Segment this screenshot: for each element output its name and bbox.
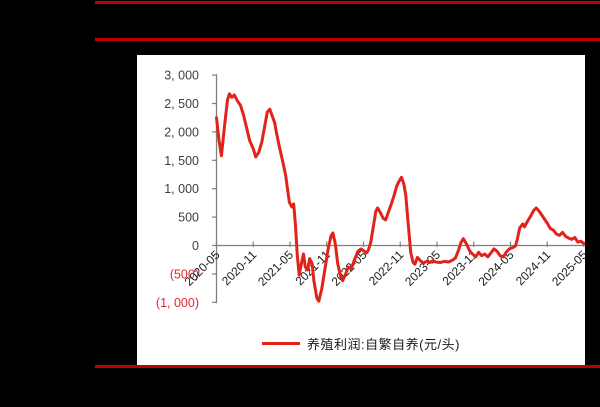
x-tick-label: 2020-11: [219, 247, 260, 288]
legend: 养殖利润:自繁自养(元/头): [137, 334, 585, 353]
legend-label: 养殖利润:自繁自养(元/头): [307, 337, 460, 352]
y-tick-label: 2, 000: [164, 125, 199, 139]
x-tick-label: 2022-11: [366, 247, 407, 288]
x-tick-label: 2023-05: [402, 247, 443, 288]
chart-panel: 3, 000 2, 500 2, 000 1, 500 1, 000 500 0 (500) (…: [137, 55, 585, 365]
legend-line-swatch: [262, 341, 301, 346]
bottom-red-rule: [95, 365, 600, 368]
y-tick-label: 0: [192, 239, 199, 253]
header-red-rule: [95, 38, 600, 41]
chart-svg: 3, 000 2, 500 2, 000 1, 500 1, 000 500 0 (500) (…: [156, 69, 585, 310]
y-tick-label: 500: [178, 211, 199, 225]
y-tick-label: 1, 000: [164, 182, 199, 196]
top-red-rule: [95, 1, 600, 4]
x-tick-label: 2021-05: [255, 247, 296, 288]
y-tick-label: (500): [170, 267, 199, 281]
y-tick-label: 1, 500: [164, 154, 199, 168]
y-tick-label: (1, 000): [156, 296, 199, 310]
x-tick-label: 2024-11: [513, 247, 554, 288]
y-tick-label: 3, 000: [164, 69, 199, 83]
x-tick-label: 2025-05: [549, 247, 585, 288]
profit-line-series: [215, 92, 585, 303]
y-tick-label: 2, 500: [164, 97, 199, 111]
